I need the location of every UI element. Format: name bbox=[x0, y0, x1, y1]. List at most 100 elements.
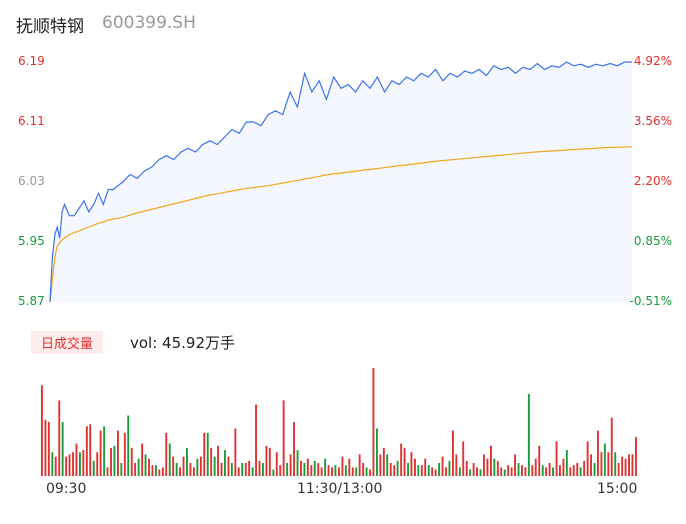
volume-bar bbox=[386, 454, 389, 476]
volume-bar bbox=[441, 456, 444, 476]
volume-bar bbox=[99, 430, 102, 476]
volume-bar bbox=[144, 454, 147, 476]
volume-bar bbox=[51, 452, 54, 476]
x-tick-midday: 11:30/13:00 bbox=[297, 481, 383, 497]
pct-tick-4: -0.51% bbox=[629, 294, 672, 308]
volume-bar bbox=[586, 441, 589, 476]
volume-bar bbox=[438, 463, 441, 476]
volume-bar bbox=[310, 465, 313, 476]
volume-bar bbox=[617, 463, 620, 476]
volume-bar bbox=[68, 454, 71, 476]
volume-bar bbox=[89, 424, 92, 476]
volume-bar bbox=[548, 463, 551, 476]
volume-bar bbox=[103, 426, 106, 476]
volume-bar bbox=[458, 467, 461, 476]
volume-bar bbox=[483, 454, 485, 476]
volume-bar bbox=[531, 465, 534, 476]
volume-bar bbox=[148, 458, 150, 476]
volume-bar bbox=[503, 469, 506, 476]
volume-bar bbox=[130, 447, 133, 476]
volume-bar bbox=[227, 456, 230, 476]
volume-bar bbox=[462, 441, 465, 476]
volume-bar bbox=[293, 422, 295, 476]
volume-bar bbox=[455, 454, 458, 476]
volume-bar bbox=[179, 467, 181, 476]
volume-bar bbox=[510, 467, 513, 476]
volume-bar bbox=[331, 467, 333, 476]
volume-bar bbox=[445, 467, 447, 476]
volume-bar bbox=[189, 463, 192, 476]
volume-bar bbox=[507, 465, 510, 476]
volume-bar bbox=[234, 428, 237, 476]
volume-bar bbox=[320, 467, 323, 476]
volume-bar bbox=[217, 445, 219, 476]
volume-bar bbox=[58, 400, 61, 476]
volume-bar bbox=[552, 467, 554, 476]
volume-bar bbox=[134, 463, 137, 476]
volume-bar bbox=[469, 469, 472, 476]
volume-bar bbox=[54, 456, 57, 476]
volume-bar bbox=[213, 456, 216, 476]
volume-bar bbox=[631, 454, 634, 476]
volume-bar bbox=[569, 467, 572, 476]
volume-bar bbox=[486, 458, 489, 476]
volume-bar bbox=[524, 467, 527, 476]
volume-bar bbox=[168, 443, 171, 476]
volume-bar bbox=[496, 460, 499, 476]
volume-bar bbox=[555, 441, 558, 476]
price-tick-2: 6.03 bbox=[18, 174, 45, 188]
volume-bar bbox=[538, 445, 541, 476]
volume-bar bbox=[590, 454, 592, 476]
volume-bar bbox=[355, 467, 358, 476]
volume-bar bbox=[300, 460, 302, 476]
volume-bar bbox=[110, 447, 112, 476]
volume-bar bbox=[155, 465, 157, 476]
volume-bar bbox=[427, 465, 430, 476]
volume-bar bbox=[389, 463, 392, 476]
volume-bar bbox=[583, 460, 586, 476]
volume-bar bbox=[186, 447, 188, 476]
volume-bar bbox=[534, 458, 537, 476]
price-tick-0: 6.19 bbox=[18, 54, 45, 68]
volume-bar bbox=[472, 463, 475, 476]
volume-bar bbox=[369, 469, 371, 476]
pct-tick-0: 4.92% bbox=[633, 54, 672, 68]
volume-bar bbox=[141, 443, 144, 476]
volume-bar bbox=[175, 463, 178, 476]
volume-bar bbox=[127, 415, 130, 476]
volume-bar bbox=[41, 385, 43, 476]
volume-bar bbox=[541, 465, 544, 476]
volume-bar bbox=[358, 454, 361, 476]
volume-bar bbox=[113, 445, 116, 476]
volume-bar bbox=[96, 452, 99, 476]
volume-bar bbox=[376, 428, 378, 476]
stock-name: 抚顺特钢 bbox=[16, 17, 84, 37]
volume-bar bbox=[251, 467, 254, 476]
volume-bar bbox=[610, 417, 613, 476]
volume-bar bbox=[410, 452, 413, 476]
volume-bar bbox=[199, 456, 202, 476]
volume-bar bbox=[382, 447, 385, 476]
volume-bar bbox=[527, 393, 530, 476]
volume-bar bbox=[120, 463, 123, 476]
pct-tick-2: 2.20% bbox=[633, 174, 672, 188]
volume-bar bbox=[448, 460, 451, 476]
price-tick-1: 6.11 bbox=[18, 114, 45, 128]
volume-bar bbox=[479, 469, 482, 476]
volume-bar bbox=[628, 454, 630, 476]
volume-bar bbox=[424, 458, 427, 476]
volume-bar bbox=[289, 454, 292, 476]
volume-bar bbox=[158, 469, 161, 476]
volume-bar bbox=[635, 437, 637, 476]
volume-bar bbox=[452, 430, 454, 476]
volume-bar bbox=[172, 456, 175, 476]
volume-bar bbox=[182, 456, 185, 476]
stock-code: 600399.SH bbox=[102, 13, 196, 33]
volume-bar bbox=[324, 458, 327, 476]
volume-bar bbox=[334, 465, 337, 476]
volume-bar bbox=[576, 463, 579, 476]
volume-bar bbox=[92, 460, 95, 476]
volume-bar bbox=[517, 463, 520, 476]
volume-bar bbox=[206, 432, 209, 476]
